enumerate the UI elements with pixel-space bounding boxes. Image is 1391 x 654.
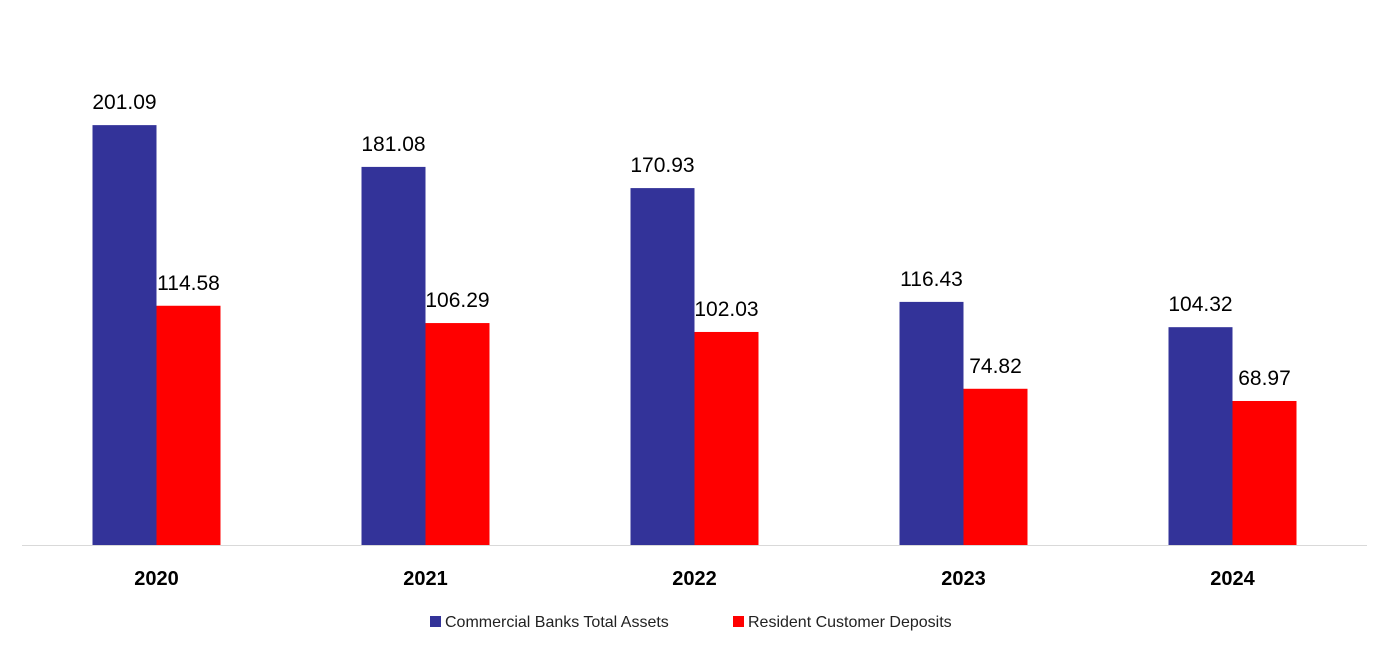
bar-total-assets-2021: [361, 166, 426, 545]
bar-total-assets-2022: [630, 188, 695, 546]
data-label: 102.03: [694, 298, 758, 321]
data-label: 68.97: [1238, 367, 1291, 390]
legend-label: Resident Customer Deposits: [748, 614, 952, 631]
bar-resident-deposits-2022: [694, 331, 759, 545]
data-label: 116.43: [900, 268, 963, 291]
data-label: 106.29: [425, 289, 489, 312]
bar-total-assets-2020: [92, 125, 157, 545]
bar-resident-deposits-2021: [425, 323, 490, 545]
data-labels: 201.09 114.58 181.08 106.29 170.93 102.03 116.…: [92, 91, 1290, 390]
x-tick-label: 2023: [941, 568, 986, 590]
x-tick-labels: 2020 2021 2022 2023 2024: [134, 568, 1255, 590]
legend: Commercial Banks Total Assets Resident Cu…: [430, 614, 952, 631]
x-tick-label: 2021: [403, 568, 448, 590]
data-label: 114.58: [157, 272, 220, 295]
x-tick-label: 2022: [672, 568, 717, 590]
x-tick-label: 2024: [1210, 568, 1255, 590]
x-tick-label: 2020: [134, 568, 179, 590]
data-label: 201.09: [92, 91, 156, 114]
bar-resident-deposits-2020: [156, 305, 221, 545]
legend-label: Commercial Banks Total Assets: [445, 614, 669, 631]
legend-swatch: [733, 616, 744, 627]
legend-swatch: [430, 616, 441, 627]
bars: [92, 125, 1297, 546]
bar-total-assets-2024: [1168, 327, 1233, 545]
data-label: 181.08: [361, 133, 425, 156]
data-label: 170.93: [630, 154, 694, 177]
bar-resident-deposits-2024: [1232, 400, 1297, 545]
data-label: 104.32: [1168, 293, 1232, 316]
bar-total-assets-2023: [899, 301, 964, 545]
bar-resident-deposits-2023: [963, 388, 1028, 545]
data-label: 74.82: [969, 355, 1022, 378]
